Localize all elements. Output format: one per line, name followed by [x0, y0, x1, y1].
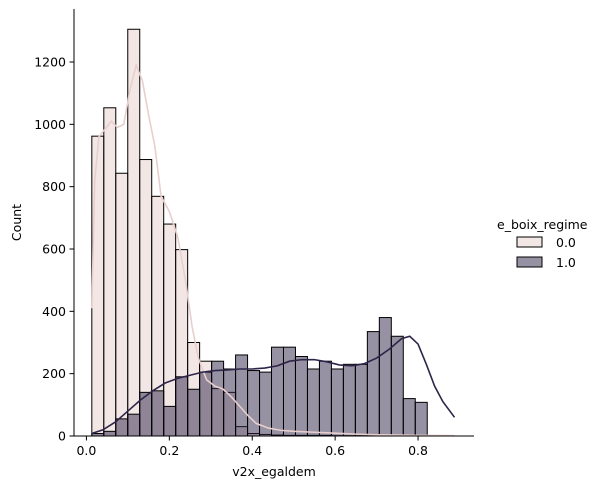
x-tick-label: 0.0 [76, 443, 96, 458]
bar-series-1-bin-25 [390, 335, 404, 437]
y-tick-label: 0 [58, 429, 66, 444]
y-tick-label: 600 [42, 241, 66, 256]
bar-series-1-bin-7 [175, 376, 189, 437]
x-tick-label: 0.6 [325, 443, 345, 458]
bar-series-1-bin-19 [318, 360, 332, 437]
y-axis-ticks: 0 200 400 600 800 1000 1200 [34, 54, 74, 444]
bar-series-1-bin-15 [271, 346, 284, 437]
y-axis-title: Count [9, 204, 24, 241]
bar-series-1-bin-24 [378, 317, 392, 437]
y-tick-label: 1200 [34, 54, 66, 69]
bar-series-1-bin-6 [163, 405, 177, 437]
bar-series-1-bin-20 [330, 368, 344, 437]
bar-series-1-bin-21 [342, 363, 356, 437]
y-tick-label: 400 [42, 304, 66, 319]
legend-title: e_boix_regime [497, 217, 588, 232]
y-tick-label: 800 [42, 179, 66, 194]
bar-series-1-bin-26 [402, 398, 416, 437]
legend-swatch-0 [516, 236, 543, 248]
bar-series-1-bin-13 [247, 370, 261, 437]
bar-series-0-bin-1 [103, 107, 117, 437]
bar-series-1-bin-18 [306, 368, 320, 437]
bar-series-1-bin-3 [127, 413, 141, 437]
x-tick-label: 0.4 [242, 443, 262, 458]
x-axis-title: v2x_egaldem [232, 464, 316, 479]
legend-label-1: 1.0 [556, 255, 576, 270]
bar-series-1-bin-12 [235, 354, 249, 437]
bar-series-1-bin-22 [354, 363, 368, 437]
legend-swatch-1 [516, 256, 543, 268]
y-tick-label: 1000 [34, 117, 66, 132]
bar-series-1-bin-10 [211, 360, 225, 437]
series-0-kde-line [91, 62, 455, 437]
legend-label-0: 0.0 [556, 235, 576, 250]
x-tick-label: 0.8 [408, 443, 428, 458]
bar-series-0-bin-2 [115, 172, 129, 437]
bar-series-1-bin-2 [115, 418, 129, 437]
bar-series-1-bin-8 [187, 388, 201, 437]
series-1-bars [91, 317, 428, 437]
series-1-kde-line [91, 335, 456, 435]
bar-series-1-bin-11 [223, 368, 237, 437]
bar-series-1-bin-5 [151, 390, 165, 437]
bar-series-0-bin-6 [163, 223, 177, 437]
bar-series-0-bin-0 [91, 135, 105, 437]
x-axis-ticks: 0.0 0.2 0.4 0.6 0.8 [76, 436, 428, 458]
bar-series-1-bin-1 [103, 430, 117, 437]
y-tick-label: 200 [42, 366, 66, 381]
bar-series-1-bin-23 [366, 331, 380, 437]
bar-series-1-bin-17 [294, 356, 308, 437]
bar-series-1-bin-27 [414, 401, 428, 437]
legend: e_boix_regime 0.0 1.0 [497, 217, 588, 270]
x-tick-label: 0.2 [159, 443, 179, 458]
